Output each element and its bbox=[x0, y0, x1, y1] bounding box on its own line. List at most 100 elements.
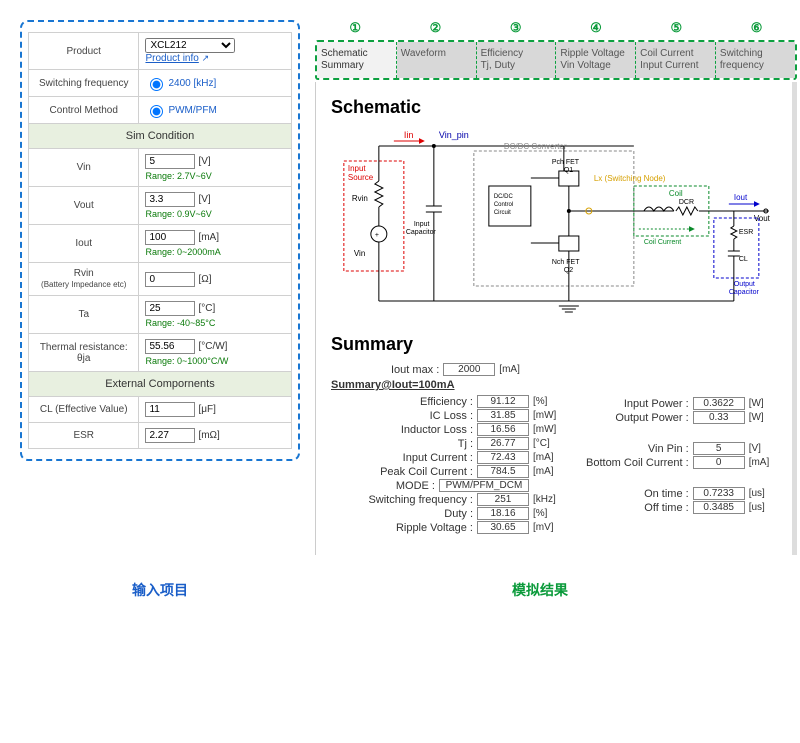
summary-row: Output Power :0.33[W] bbox=[586, 411, 777, 424]
tab-efficiency[interactable]: EfficiencyTj, Duty bbox=[477, 42, 557, 78]
ioutmax-unit: [mA] bbox=[495, 364, 527, 375]
summary-unit: [us] bbox=[745, 502, 777, 513]
tab-switching[interactable]: Switchingfrequency bbox=[716, 42, 795, 78]
swfreq-value: 2400 [kHz] bbox=[168, 78, 216, 89]
summary-value: 0.7233 bbox=[693, 487, 745, 500]
svg-text:InputCapacitor: InputCapacitor bbox=[406, 221, 437, 236]
tabs-bar: SchematicSummaryWaveformEfficiencyTj, Du… bbox=[315, 40, 797, 80]
swfreq-radio[interactable] bbox=[150, 78, 163, 91]
summary-row bbox=[586, 425, 777, 441]
product-select[interactable]: XCL212 bbox=[145, 38, 235, 53]
tab-coil-current[interactable]: Coil CurrentInput Current bbox=[636, 42, 716, 78]
summary-row: Efficiency :91.12[%] bbox=[331, 395, 561, 408]
iout-unit: [mA] bbox=[198, 232, 219, 243]
product-info-link[interactable]: Product info bbox=[145, 53, 198, 64]
svg-text:InputSource: InputSource bbox=[348, 164, 374, 182]
iout-label: Iout bbox=[29, 225, 139, 263]
summary-row: Input Current :72.43[mA] bbox=[331, 451, 561, 464]
ctrl-label: Control Method bbox=[29, 97, 139, 124]
tab-number: ⑥ bbox=[716, 20, 796, 36]
svg-text:OutputCapacitor: OutputCapacitor bbox=[729, 281, 760, 296]
summary-row: Inductor Loss :16.56[mW] bbox=[331, 423, 561, 436]
summary-headline: Summary@Iout=100mA bbox=[331, 379, 777, 391]
tab-schematic[interactable]: SchematicSummary bbox=[317, 42, 397, 78]
summary-label: MODE : bbox=[396, 480, 439, 492]
summary-unit: [mA] bbox=[745, 457, 777, 468]
cl-input[interactable] bbox=[145, 402, 195, 417]
tab-number: ③ bbox=[476, 20, 556, 36]
ctrl-radio[interactable] bbox=[150, 105, 163, 118]
esr-label: ESR bbox=[29, 423, 139, 449]
ioutmax-label: Iout max : bbox=[391, 364, 443, 376]
vin-unit: [V] bbox=[198, 156, 210, 167]
schematic-heading: Schematic bbox=[331, 97, 777, 118]
summary-value: 5 bbox=[693, 442, 745, 455]
tab-number: ① bbox=[315, 20, 395, 36]
summary-value: 18.16 bbox=[477, 507, 529, 520]
input-panel: Product XCL212 Product info ↗ Switching … bbox=[20, 20, 300, 461]
summary-value: 31.85 bbox=[477, 409, 529, 422]
ioutmax-value: 2000 bbox=[443, 363, 495, 376]
summary-row: Tj :26.77[°C] bbox=[331, 437, 561, 450]
summary-unit: [mW] bbox=[529, 424, 561, 435]
rvin-unit: [Ω] bbox=[198, 274, 211, 285]
svg-text:Pch FETQ1: Pch FETQ1 bbox=[552, 159, 580, 174]
summary-label: Output Power : bbox=[615, 412, 692, 424]
vout-range: Range: 0.9V~6V bbox=[145, 209, 285, 219]
theta-input[interactable] bbox=[145, 339, 195, 354]
summary-value: 0 bbox=[693, 456, 745, 469]
summary-row: Off time :0.3485[us] bbox=[586, 501, 777, 514]
svg-text:Nch FETQ2: Nch FETQ2 bbox=[552, 259, 580, 274]
summary-heading: Summary bbox=[331, 334, 777, 355]
summary-unit: [W] bbox=[745, 412, 777, 423]
summary-label: Duty : bbox=[444, 508, 477, 520]
summary-value: 26.77 bbox=[477, 437, 529, 450]
ta-input[interactable] bbox=[145, 301, 195, 316]
summary-label: IC Loss : bbox=[430, 410, 477, 422]
summary-label: Switching frequency : bbox=[368, 494, 477, 506]
rvin-input[interactable] bbox=[145, 272, 195, 287]
svg-text:+: + bbox=[375, 232, 379, 239]
tab-number: ⑤ bbox=[636, 20, 716, 36]
schematic-diagram: Iin Vin_pin InputSource Rvin + Vin Input… bbox=[331, 126, 777, 326]
summary-value: 0.33 bbox=[693, 411, 745, 424]
summary-row: Peak Coil Current :784.5[mA] bbox=[331, 465, 561, 478]
svg-text:ESR: ESR bbox=[739, 229, 753, 236]
svg-text:Vin: Vin bbox=[354, 249, 365, 258]
summary-value: 16.56 bbox=[477, 423, 529, 436]
vin-input[interactable] bbox=[145, 154, 195, 169]
vout-input[interactable] bbox=[145, 192, 195, 207]
summary-label: Input Current : bbox=[403, 452, 477, 464]
cl-unit: [μF] bbox=[198, 404, 215, 415]
bottom-label-input: 输入项目 bbox=[20, 580, 300, 600]
tab-waveform[interactable]: Waveform bbox=[397, 42, 477, 78]
theta-range: Range: 0~1000°C/W bbox=[145, 356, 285, 366]
summary-unit: [%] bbox=[529, 508, 561, 519]
summary-value: 0.3485 bbox=[693, 501, 745, 514]
vout-label: Vout bbox=[29, 187, 139, 225]
summary-value: 30.65 bbox=[477, 521, 529, 534]
summary-label: Vin Pin : bbox=[648, 443, 693, 455]
iout-range: Range: 0~2000mA bbox=[145, 247, 285, 257]
rvin-label: Rvin(Battery Impedance etc) bbox=[29, 263, 139, 296]
ext-comp-header: External Compornents bbox=[29, 372, 292, 397]
summary-value: 0.3622 bbox=[693, 397, 745, 410]
summary-unit: [mW] bbox=[529, 410, 561, 421]
ta-range: Range: -40~85°C bbox=[145, 318, 285, 328]
summary-row: Vin Pin :5[V] bbox=[586, 442, 777, 455]
svg-text:Vin_pin: Vin_pin bbox=[439, 130, 469, 140]
summary-unit: [mA] bbox=[529, 452, 561, 463]
vout-unit: [V] bbox=[198, 194, 210, 205]
svg-text:DC/DC Converter: DC/DC Converter bbox=[504, 142, 567, 151]
vin-label: Vin bbox=[29, 149, 139, 187]
external-link-icon: ↗ bbox=[202, 53, 210, 63]
tab-ripple-voltage[interactable]: Ripple VoltageVin Voltage bbox=[556, 42, 636, 78]
summary-label: Efficiency : bbox=[420, 396, 477, 408]
summary-row: Duty :18.16[%] bbox=[331, 507, 561, 520]
summary-row: Ripple Voltage :30.65[mV] bbox=[331, 521, 561, 534]
esr-input[interactable] bbox=[145, 428, 195, 443]
svg-text:Coil Current: Coil Current bbox=[644, 239, 681, 246]
iout-input[interactable] bbox=[145, 230, 195, 245]
summary-unit: [mA] bbox=[529, 466, 561, 477]
summary-row: Bottom Coil Current :0[mA] bbox=[586, 456, 777, 469]
